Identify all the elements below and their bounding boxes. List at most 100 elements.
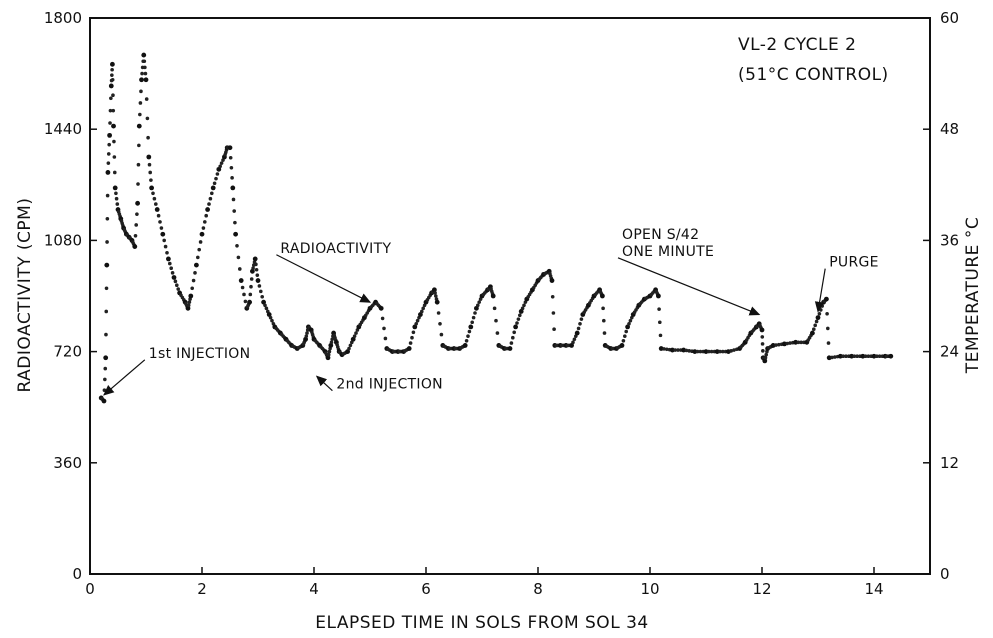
data-point-dense	[210, 191, 214, 196]
data-point-dense	[232, 209, 236, 213]
data-point-dense	[602, 331, 607, 335]
data-point-dense	[186, 303, 191, 308]
data-point-dense	[112, 170, 117, 175]
annotation-arrow	[617, 257, 761, 316]
data-point-dense	[658, 320, 662, 325]
data-point-dense	[229, 166, 234, 170]
data-point-dense	[866, 354, 871, 359]
data-point-dense	[684, 348, 689, 353]
data-point	[759, 327, 765, 333]
data-point	[303, 336, 308, 342]
data-point-dense	[114, 196, 119, 201]
annotation-label: 2nd INJECTION	[336, 377, 443, 393]
data-point	[199, 231, 205, 237]
data-point-dense	[436, 311, 441, 315]
data-point-dense	[175, 283, 179, 287]
data-point-dense	[352, 334, 357, 338]
data-point	[132, 244, 138, 249]
x-tick-label: 8	[533, 580, 543, 598]
y2-tick-label: 24	[940, 343, 959, 361]
y2-tick-label: 36	[940, 231, 959, 249]
data-point	[255, 278, 261, 283]
data-point-dense	[259, 289, 263, 294]
data-point-dense	[191, 278, 196, 283]
data-point-dense	[104, 309, 109, 314]
y2-tick-label: 0	[940, 565, 950, 583]
data-point	[692, 349, 698, 354]
data-point-dense	[257, 284, 262, 288]
data-point-dense	[105, 193, 110, 198]
data-point	[136, 123, 142, 129]
data-point-dense	[511, 335, 515, 340]
data-point-dense	[707, 349, 711, 354]
data-point	[513, 324, 518, 330]
data-point-dense	[196, 255, 200, 260]
data-point	[230, 185, 236, 191]
data-point-dense	[520, 306, 525, 311]
data-point-dense	[826, 341, 831, 345]
data-point-dense	[624, 329, 628, 334]
data-point	[656, 293, 661, 299]
data-point-dense	[173, 279, 178, 284]
annotation-label: 1st INJECTION	[149, 346, 251, 362]
data-point-dense	[207, 202, 211, 206]
data-point-dense	[110, 67, 114, 72]
annotation-label: OPEN S/42	[622, 227, 699, 243]
data-point	[143, 77, 149, 83]
data-point-dense	[774, 343, 778, 347]
data-point-dense	[799, 340, 803, 345]
data-point	[793, 339, 798, 345]
data-point	[110, 61, 115, 67]
data-point-dense	[408, 341, 413, 345]
data-point-dense	[621, 338, 626, 343]
y2-tick-label: 60	[940, 9, 959, 27]
data-point-dense	[477, 300, 482, 304]
data-point-dense	[219, 161, 224, 165]
data-point-dense	[143, 65, 147, 70]
annotation-label: ONE MINUTE	[622, 244, 714, 260]
data-point-dense	[729, 349, 733, 353]
data-point-dense	[578, 322, 582, 326]
data-point	[101, 398, 107, 404]
x-tick-label: 14	[864, 580, 883, 598]
y-tick-label: 1080	[44, 231, 82, 249]
data-point-dense	[254, 262, 258, 267]
data-point	[350, 336, 356, 342]
data-point-dense	[466, 334, 470, 338]
data-point-dense	[841, 354, 845, 359]
data-point	[518, 309, 524, 314]
data-point-dense	[170, 271, 175, 275]
data-point-dense	[820, 304, 824, 308]
data-point	[216, 166, 222, 172]
data-point	[432, 287, 437, 293]
data-point-dense	[248, 292, 253, 297]
data-point	[266, 312, 272, 317]
data-point-dense	[236, 255, 241, 260]
y2-tick-label: 48	[940, 120, 959, 138]
annotation-label: RADIOACTIVITY	[280, 241, 391, 257]
data-point-dense	[709, 349, 714, 354]
data-point-dense	[844, 354, 848, 359]
data-point-dense	[382, 326, 386, 331]
data-point-dense	[215, 172, 220, 176]
data-point-dense	[855, 354, 859, 359]
data-point-dense	[204, 213, 208, 218]
data-point	[849, 353, 854, 359]
x-tick-label: 10	[640, 580, 659, 598]
data-point	[154, 207, 160, 212]
data-point-dense	[516, 317, 521, 321]
data-point-dense	[106, 152, 111, 156]
y-tick-label: 1440	[44, 120, 82, 138]
annotation-arrow	[315, 375, 333, 392]
data-point-dense	[411, 330, 416, 335]
data-point	[160, 231, 166, 237]
data-point-dense	[515, 321, 519, 325]
data-point	[188, 293, 194, 299]
data-point-dense	[415, 318, 420, 323]
chart-axes: 0 2 4 6 8 10 12 1403607201080144018000122436486…	[44, 9, 959, 598]
data-point-dense	[159, 226, 164, 230]
data-point-dense	[852, 354, 857, 359]
data-point-dense	[114, 191, 118, 196]
data-point-dense	[494, 318, 498, 323]
data-point-dense	[249, 284, 253, 289]
